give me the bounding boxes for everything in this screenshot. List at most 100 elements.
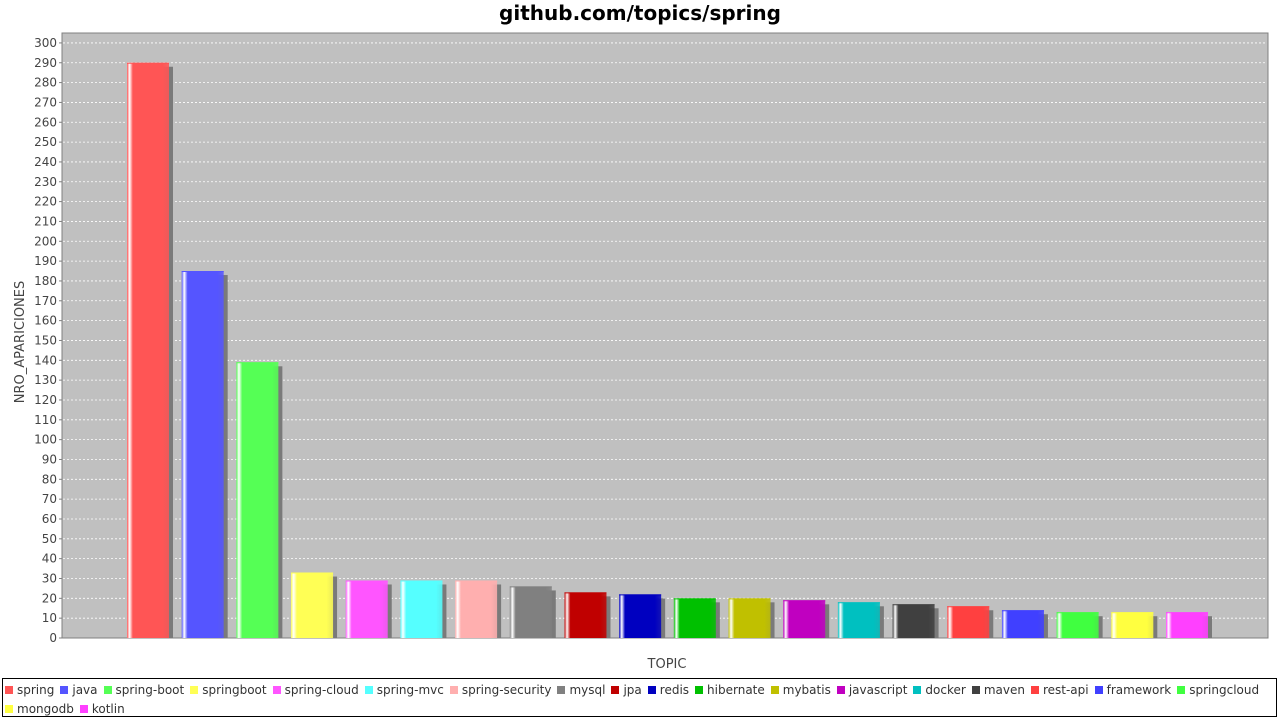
legend-item-docker: docker xyxy=(913,680,966,699)
legend-label: kotlin xyxy=(91,701,125,716)
legend-swatch xyxy=(5,704,13,713)
legend-label: mysql xyxy=(569,682,606,697)
bar-hibernate xyxy=(673,598,716,638)
y-tick-label: 160 xyxy=(34,314,57,328)
y-tick-label: 180 xyxy=(34,274,57,288)
legend-item-mysql: mysql xyxy=(557,680,605,699)
legend-label: java xyxy=(72,682,98,697)
legend-swatch xyxy=(836,685,845,694)
y-tick-label: 210 xyxy=(34,214,57,228)
y-tick-label: 100 xyxy=(34,433,57,447)
x-axis-label: TOPIC xyxy=(647,657,687,672)
y-tick-label: 80 xyxy=(42,472,57,486)
bar-java xyxy=(181,271,224,638)
legend-label: mybatis xyxy=(782,682,831,697)
bar-spring-boot xyxy=(236,362,279,638)
y-tick-label: 120 xyxy=(34,393,57,407)
y-tick-label: 240 xyxy=(34,155,57,169)
bar-rest-api xyxy=(947,606,990,638)
legend-item-spring-security: spring-security xyxy=(449,680,552,699)
bar-springboot xyxy=(291,572,334,638)
legend-label: spring-cloud xyxy=(284,682,359,697)
bar-jpa xyxy=(564,592,607,638)
y-tick-label: 130 xyxy=(34,373,57,387)
legend: spring java spring-boot springboot spring-cl… xyxy=(2,678,1277,717)
legend-label: docker xyxy=(925,682,966,697)
bar-framework xyxy=(1001,610,1044,638)
y-tick-label: 30 xyxy=(42,571,57,585)
y-tick-label: 290 xyxy=(34,56,57,70)
legend-label: maven xyxy=(983,682,1025,697)
y-tick-label: 270 xyxy=(34,95,57,109)
legend-swatch xyxy=(611,685,620,694)
legend-item-rest-api: rest-api xyxy=(1030,680,1089,699)
legend-swatch xyxy=(1030,685,1039,694)
legend-label: springcloud xyxy=(1189,682,1260,697)
y-tick-label: 150 xyxy=(34,333,57,347)
legend-label: spring-mvc xyxy=(376,682,444,697)
legend-item-maven: maven xyxy=(971,680,1025,699)
bar-redis xyxy=(619,594,662,638)
legend-label: spring xyxy=(17,682,55,697)
legend-swatch xyxy=(79,704,88,713)
legend-item-spring-mvc: spring-mvc xyxy=(364,680,444,699)
y-axis-ticks: 0 10 20 30 40 50 60 70 80 90 100 110 120 130 140 150 160… xyxy=(34,36,62,645)
legend-label: spring-boot xyxy=(115,682,185,697)
bar-javascript xyxy=(783,600,826,638)
legend-swatch xyxy=(364,685,373,694)
legend-swatch xyxy=(695,685,704,694)
legend-item-jpa: jpa xyxy=(611,680,642,699)
chart-title: github.com/topics/spring xyxy=(499,1,781,25)
y-tick-label: 40 xyxy=(42,552,57,566)
y-tick-label: 190 xyxy=(34,254,57,268)
y-tick-label: 230 xyxy=(34,175,57,189)
legend-swatch xyxy=(557,685,566,694)
legend-item-kotlin: kotlin xyxy=(79,699,125,718)
legend-swatch xyxy=(971,685,980,694)
bar-mongodb xyxy=(1111,612,1154,638)
y-tick-label: 20 xyxy=(42,591,57,605)
legend-swatch xyxy=(103,685,112,694)
legend-label: spring-security xyxy=(461,682,552,697)
bar-maven xyxy=(892,604,935,638)
legend-label: hibernate xyxy=(707,682,765,697)
legend-label: framework xyxy=(1106,682,1172,697)
bar-docker xyxy=(837,602,880,638)
legend-swatch xyxy=(190,685,199,694)
legend-swatch xyxy=(647,685,656,694)
legend-swatch xyxy=(60,685,69,694)
y-tick-label: 60 xyxy=(42,512,57,526)
bar-spring-security xyxy=(455,580,498,638)
legend-label: jpa xyxy=(623,682,642,697)
y-tick-label: 10 xyxy=(42,611,57,625)
bar-mysql xyxy=(509,586,552,638)
bar-mybatis xyxy=(728,598,771,638)
y-tick-label: 260 xyxy=(34,115,57,129)
y-axis-label: NRO_APARICIONES xyxy=(13,281,28,403)
legend-item-mybatis: mybatis xyxy=(770,680,831,699)
y-tick-label: 50 xyxy=(42,532,57,546)
legend-swatch xyxy=(449,685,458,694)
chart: github.com/topics/spring 0 10 20 30 40 50 60 70… xyxy=(13,1,1269,672)
bars xyxy=(127,62,1212,639)
legend-label: springboot xyxy=(202,682,267,697)
y-tick-label: 280 xyxy=(34,76,57,90)
legend-swatch xyxy=(272,685,281,694)
legend-swatch xyxy=(770,685,779,694)
y-tick-label: 90 xyxy=(42,452,57,466)
y-tick-label: 110 xyxy=(34,413,57,427)
y-tick-label: 140 xyxy=(34,353,57,367)
y-tick-label: 300 xyxy=(34,36,57,50)
y-tick-label: 170 xyxy=(34,294,57,308)
legend-label: javascript xyxy=(848,682,908,697)
legend-swatch xyxy=(5,685,13,694)
legend-label: mongodb xyxy=(17,701,74,716)
legend-swatch xyxy=(913,685,922,694)
legend-item-spring: spring xyxy=(5,680,54,699)
bar-springcloud xyxy=(1056,612,1099,638)
y-tick-label: 0 xyxy=(49,631,57,645)
bar-spring xyxy=(127,62,169,639)
bar-spring-mvc xyxy=(400,580,443,638)
legend-item-springcloud: springcloud xyxy=(1177,680,1259,699)
legend-label: redis xyxy=(659,682,690,697)
